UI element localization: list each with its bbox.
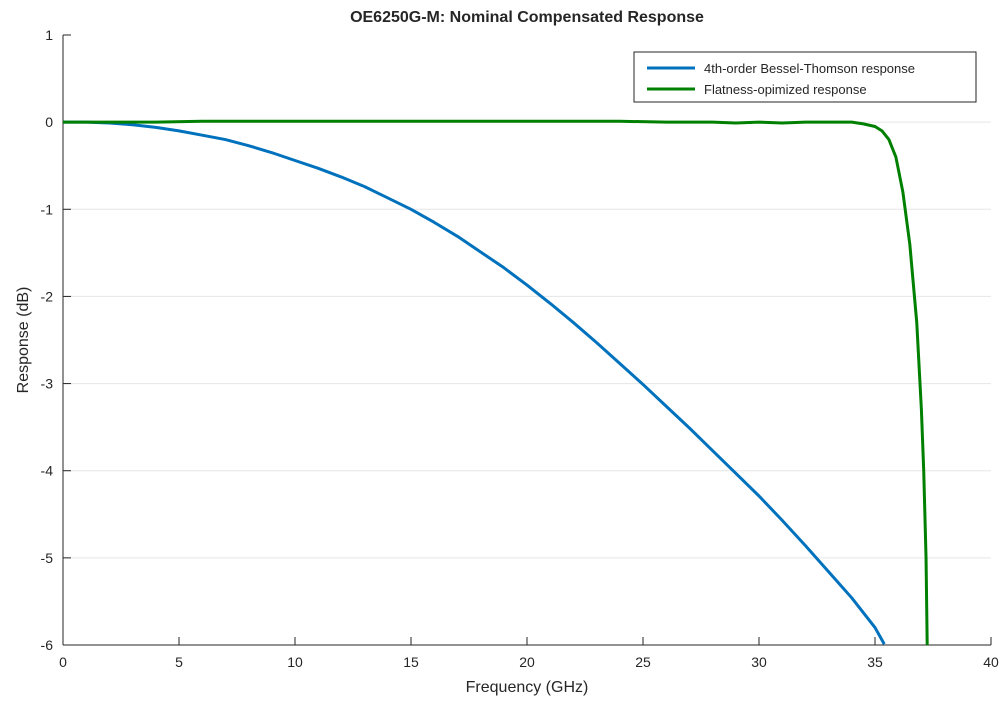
x-tick-label: 25 [635,654,651,670]
series-layer [63,119,929,646]
x-axis-label: Frequency (GHz) [466,679,589,696]
legend-label-bessel: 4th-order Bessel-Thomson response [704,61,915,76]
y-tick-label: -5 [41,550,54,566]
x-tick-label: 0 [59,654,67,670]
y-axis-label: Response (dB) [15,287,32,394]
x-tick-label: 30 [751,654,767,670]
x-tick-label: 35 [867,654,883,670]
legend-box [633,51,977,103]
x-tick-label: 40 [983,654,999,670]
x-tick-label: 20 [519,654,535,670]
chart-title: OE6250G-M: Nominal Compensated Response [350,9,704,26]
y-tick-label: -2 [41,288,54,304]
x-tick-label: 5 [175,654,183,670]
y-tick-label: -6 [41,637,54,653]
y-tick-label: 1 [45,27,53,43]
x-tick-label: 10 [287,654,303,670]
y-tick-label: 0 [45,114,53,130]
y-tick-label: -3 [41,376,54,392]
legend: 4th-order Bessel-Thomson response Flatne… [633,51,977,103]
y-ticks: 1 0 -1 -2 -3 -4 -5 -6 [41,27,71,653]
legend-label-flatness: Flatness-opimized response [704,82,867,97]
series-line-1 [63,119,929,646]
x-ticks: 0 5 10 15 20 25 30 35 40 [59,637,999,670]
plot-area [63,35,991,645]
x-tick-label: 15 [403,654,419,670]
y-tick-label: -1 [41,201,54,217]
series-line-0 [63,120,886,645]
y-tick-label: -4 [41,463,54,479]
